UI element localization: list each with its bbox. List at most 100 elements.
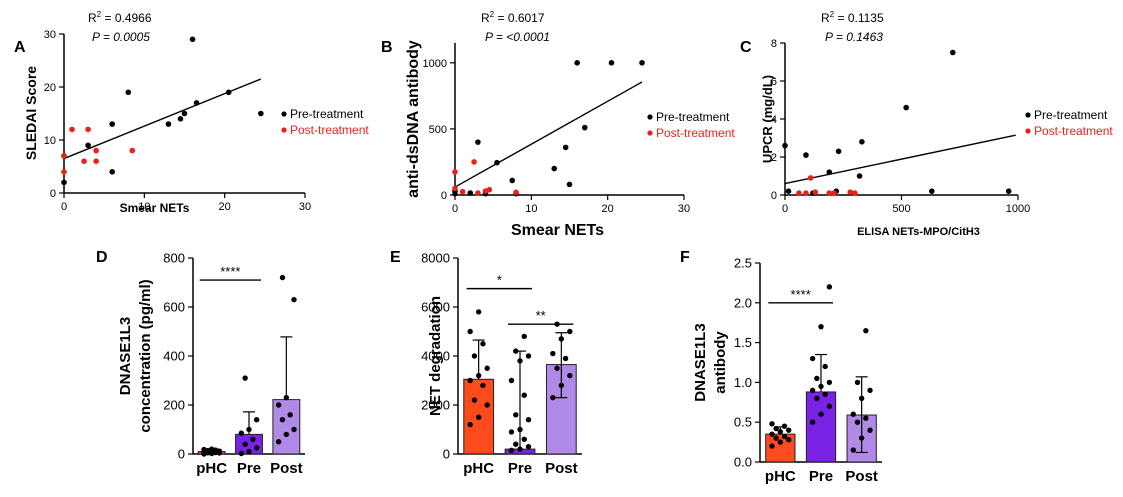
- data-point: [567, 372, 573, 379]
- x-tick-label: pHC: [765, 468, 796, 485]
- data-point: [471, 353, 478, 359]
- data-point: [785, 427, 792, 433]
- x-tick-label: Pre: [508, 460, 532, 477]
- x-axis-label: Smear NETs: [511, 222, 604, 239]
- y-tick-label: 0: [178, 447, 185, 462]
- data-point: [291, 426, 297, 433]
- data-point: [279, 417, 286, 423]
- y-tick-label: 1000: [423, 58, 447, 70]
- pre-treatment-point: [566, 181, 573, 188]
- data-point: [773, 435, 779, 441]
- data-point: [242, 441, 248, 447]
- post-treatment-point: [81, 158, 87, 164]
- pre-treatment-point: [258, 110, 264, 117]
- panel-label: E: [390, 249, 401, 266]
- y-tick-label: 4: [771, 114, 777, 126]
- y-tick-label: 800: [163, 251, 185, 266]
- y-tick-label: 20: [44, 82, 56, 94]
- data-point: [480, 341, 486, 347]
- pre-treatment-point: [562, 144, 569, 151]
- post-treatment-point: [831, 190, 837, 196]
- y-axis-label: anti-dsDNA antibody: [405, 40, 422, 198]
- x-tick-label: 30: [678, 203, 690, 215]
- y-axis-label: SLEDAI Score: [23, 66, 39, 160]
- pre-treatment-point: [859, 139, 865, 145]
- data-point: [769, 431, 775, 437]
- data-point: [826, 379, 833, 386]
- x-tick-label: Post: [845, 468, 878, 485]
- legend-label: Post-treatment: [1034, 124, 1113, 138]
- data-point: [238, 430, 245, 436]
- data-point: [525, 443, 532, 450]
- data-point: [854, 379, 861, 386]
- p-value-annotation: P = 0.0005: [92, 30, 150, 44]
- post-treatment-point: [847, 189, 854, 195]
- pre-treatment-point: [782, 142, 788, 149]
- y-axis-label: NET degradation: [427, 296, 444, 416]
- data-point: [769, 443, 775, 449]
- data-point: [818, 323, 824, 330]
- data-point: [858, 395, 865, 402]
- data-point: [826, 284, 833, 290]
- pre-treatment-point: [181, 110, 188, 117]
- pre-treatment-point: [475, 139, 481, 145]
- data-point: [769, 421, 775, 427]
- post-treatment-point: [61, 153, 67, 159]
- data-point: [525, 353, 532, 359]
- pre-treatment-point: [835, 148, 842, 155]
- legend-marker: [647, 114, 653, 120]
- data-point: [850, 447, 857, 453]
- data-point: [275, 402, 282, 408]
- data-point: [508, 447, 515, 454]
- pre-treatment-point: [949, 49, 956, 56]
- x-tick-label: 30: [299, 201, 311, 213]
- y-tick-label: 0: [771, 190, 777, 202]
- data-point: [513, 441, 519, 447]
- data-point: [521, 392, 527, 398]
- data-point: [863, 415, 869, 421]
- y-axis-label: UPCR (mg/dL): [760, 75, 775, 163]
- significance-label: ****: [791, 287, 811, 302]
- legend-label: Pre-treatment: [1034, 108, 1108, 122]
- data-point: [283, 431, 290, 438]
- data-point: [475, 414, 482, 420]
- x-tick-label: Post: [545, 460, 578, 477]
- data-point: [521, 436, 527, 442]
- pre-treatment-point: [581, 124, 588, 131]
- y-tick-label: 400: [163, 349, 185, 364]
- data-point: [826, 403, 833, 409]
- data-point: [822, 391, 828, 398]
- legend-label: Pre-treatment: [290, 107, 364, 121]
- r-squared-annotation: R2 = 0.4966: [88, 10, 152, 25]
- pre-treatment-point: [193, 100, 200, 106]
- data-point: [246, 426, 252, 433]
- data-point: [484, 402, 490, 408]
- panel-label: B: [381, 39, 393, 56]
- data-point: [517, 426, 523, 433]
- post-treatment-point: [61, 169, 67, 175]
- post-treatment-point: [807, 175, 814, 181]
- data-point: [773, 425, 779, 432]
- x-tick-label: 0: [782, 203, 788, 215]
- pre-treatment-point: [109, 121, 115, 127]
- data-point: [558, 336, 565, 342]
- legend-marker: [1025, 112, 1031, 118]
- y-tick-label: 600: [163, 300, 185, 315]
- pre-treatment-point: [109, 169, 115, 175]
- x-tick-label: pHC: [463, 460, 494, 477]
- pre-treatment-point: [639, 60, 645, 66]
- x-tick-label: 0: [61, 201, 67, 213]
- y-axis-label: antibody: [712, 331, 729, 394]
- data-point: [480, 382, 486, 389]
- data-point: [283, 394, 290, 401]
- x-tick-label: Post: [270, 460, 303, 477]
- y-tick-label: 0: [443, 447, 450, 462]
- data-point: [777, 429, 784, 435]
- pre-treatment-point: [903, 104, 909, 111]
- pre-treatment-point: [225, 89, 232, 96]
- data-point: [467, 421, 473, 428]
- legend-marker: [281, 127, 287, 133]
- panel-e: E 0 2000 4000 6000 8000 NET degradation pHC Pre P…: [390, 249, 582, 477]
- data-point: [867, 427, 873, 433]
- post-treatment-point: [85, 126, 91, 133]
